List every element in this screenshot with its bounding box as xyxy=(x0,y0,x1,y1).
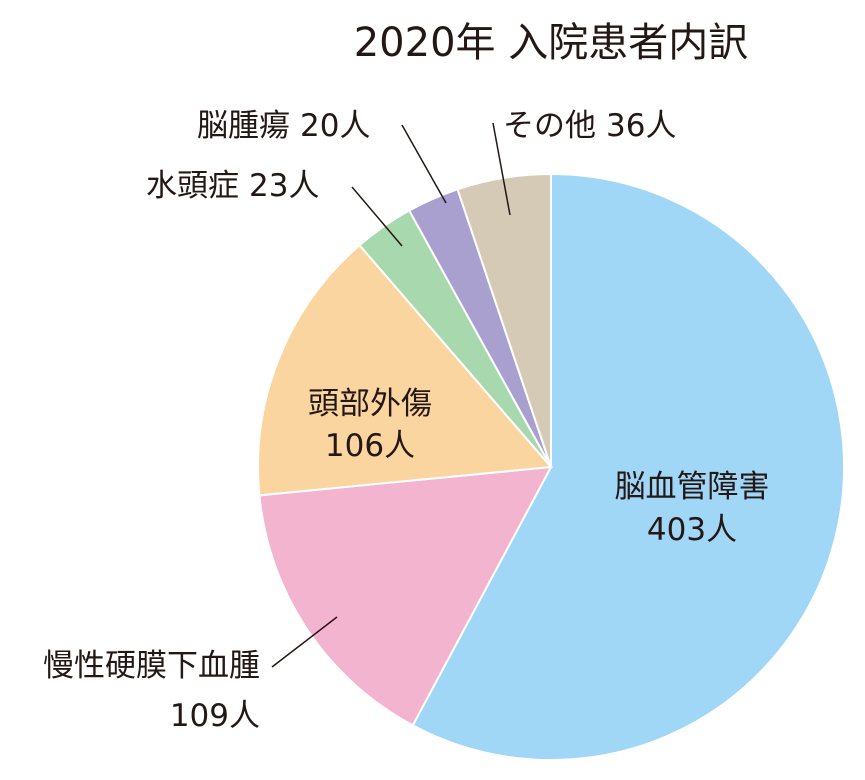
label-subdural-value: 109人 xyxy=(170,698,260,734)
label-head-trauma-value: 106人 xyxy=(325,428,415,464)
chart-title: 2020年 入院患者内訳 xyxy=(354,20,749,66)
leader-other xyxy=(492,122,511,216)
label-hydrocephalus: 水頭症 23人 xyxy=(146,168,319,204)
leader-brain-tumor xyxy=(401,124,447,204)
label-brain-tumor: 脳腫瘍 20人 xyxy=(197,108,370,144)
leader-subdural xyxy=(271,616,338,668)
pie-slice-1 xyxy=(258,465,553,727)
label-head-trauma-name: 頭部外傷 xyxy=(308,386,432,422)
label-cerebrovascular-name: 脳血管障害 xyxy=(615,469,770,505)
label-other: その他 36人 xyxy=(503,108,676,144)
leader-hydrocephalus xyxy=(351,186,403,247)
pie-slice-2 xyxy=(256,243,554,497)
label-cerebrovascular-value: 403人 xyxy=(647,512,737,548)
pie-slice-0 xyxy=(411,172,845,761)
label-subdural-name: 慢性硬膜下血腫 xyxy=(43,648,260,684)
